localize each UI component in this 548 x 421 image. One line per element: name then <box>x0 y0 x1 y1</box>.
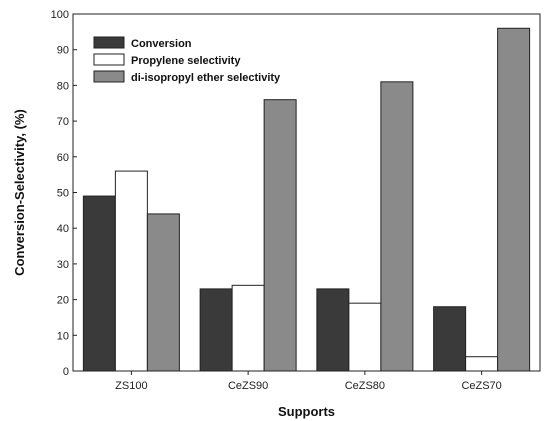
x-axis-ticks: ZS100 CeZS90 CeZS80 CeZS70 <box>115 371 502 392</box>
legend-label-1: Propylene selectivity <box>131 55 241 67</box>
bar-cezs90-series-0 <box>199 288 233 372</box>
y-axis-ticks: 0 10 20 30 40 50 60 70 80 90 100 <box>51 9 77 378</box>
bar-cezs90-series-1 <box>231 284 265 372</box>
bar-cezs70-series-2 <box>497 27 531 372</box>
y-tick-label: 60 <box>57 152 69 164</box>
y-tick-label: 50 <box>57 188 69 200</box>
y-tick-label: 10 <box>57 330 69 342</box>
legend-label-0: Conversion <box>131 38 192 50</box>
y-axis-title: Conversion-Selectivity, (%) <box>12 109 27 276</box>
y-tick-label: 70 <box>57 116 69 128</box>
legend-swatch-1 <box>93 53 125 66</box>
legend-swatch-0 <box>93 36 125 49</box>
bar-zs100-series-0 <box>82 195 116 372</box>
bar-zs100-series-2 <box>146 213 180 372</box>
y-tick-label: 100 <box>51 9 69 21</box>
plot-frame <box>72 13 541 372</box>
bar-cezs80-series-0 <box>316 288 350 372</box>
y-tick-label: 30 <box>57 259 69 271</box>
bar-zs100-series-1 <box>114 170 148 372</box>
bar-cezs80-series-2 <box>380 81 414 372</box>
x-tick-label: CeZS70 <box>461 380 501 392</box>
y-tick-label: 80 <box>57 80 69 92</box>
y-tick-label: 90 <box>57 45 69 57</box>
bar-cezs70-series-0 <box>433 306 467 372</box>
legend-label-2: di-isopropyl ether selectivity <box>131 72 281 84</box>
y-tick-label: 0 <box>63 366 69 378</box>
bar-cezs80-series-1 <box>348 302 382 372</box>
y-tick-label: 20 <box>57 295 69 307</box>
y-tick-label: 40 <box>57 223 69 235</box>
bars-group <box>82 27 531 372</box>
x-tick-label: CeZS80 <box>345 380 385 392</box>
bar-cezs70-series-1 <box>465 356 499 372</box>
x-tick-label: ZS100 <box>115 380 147 392</box>
x-axis-title: Supports <box>278 404 335 419</box>
legend: Conversion Propylene selectivity di-isopro… <box>93 36 281 84</box>
bar-cezs90-series-2 <box>263 99 297 372</box>
x-tick-label: CeZS90 <box>228 380 268 392</box>
legend-swatch-2 <box>93 70 125 83</box>
